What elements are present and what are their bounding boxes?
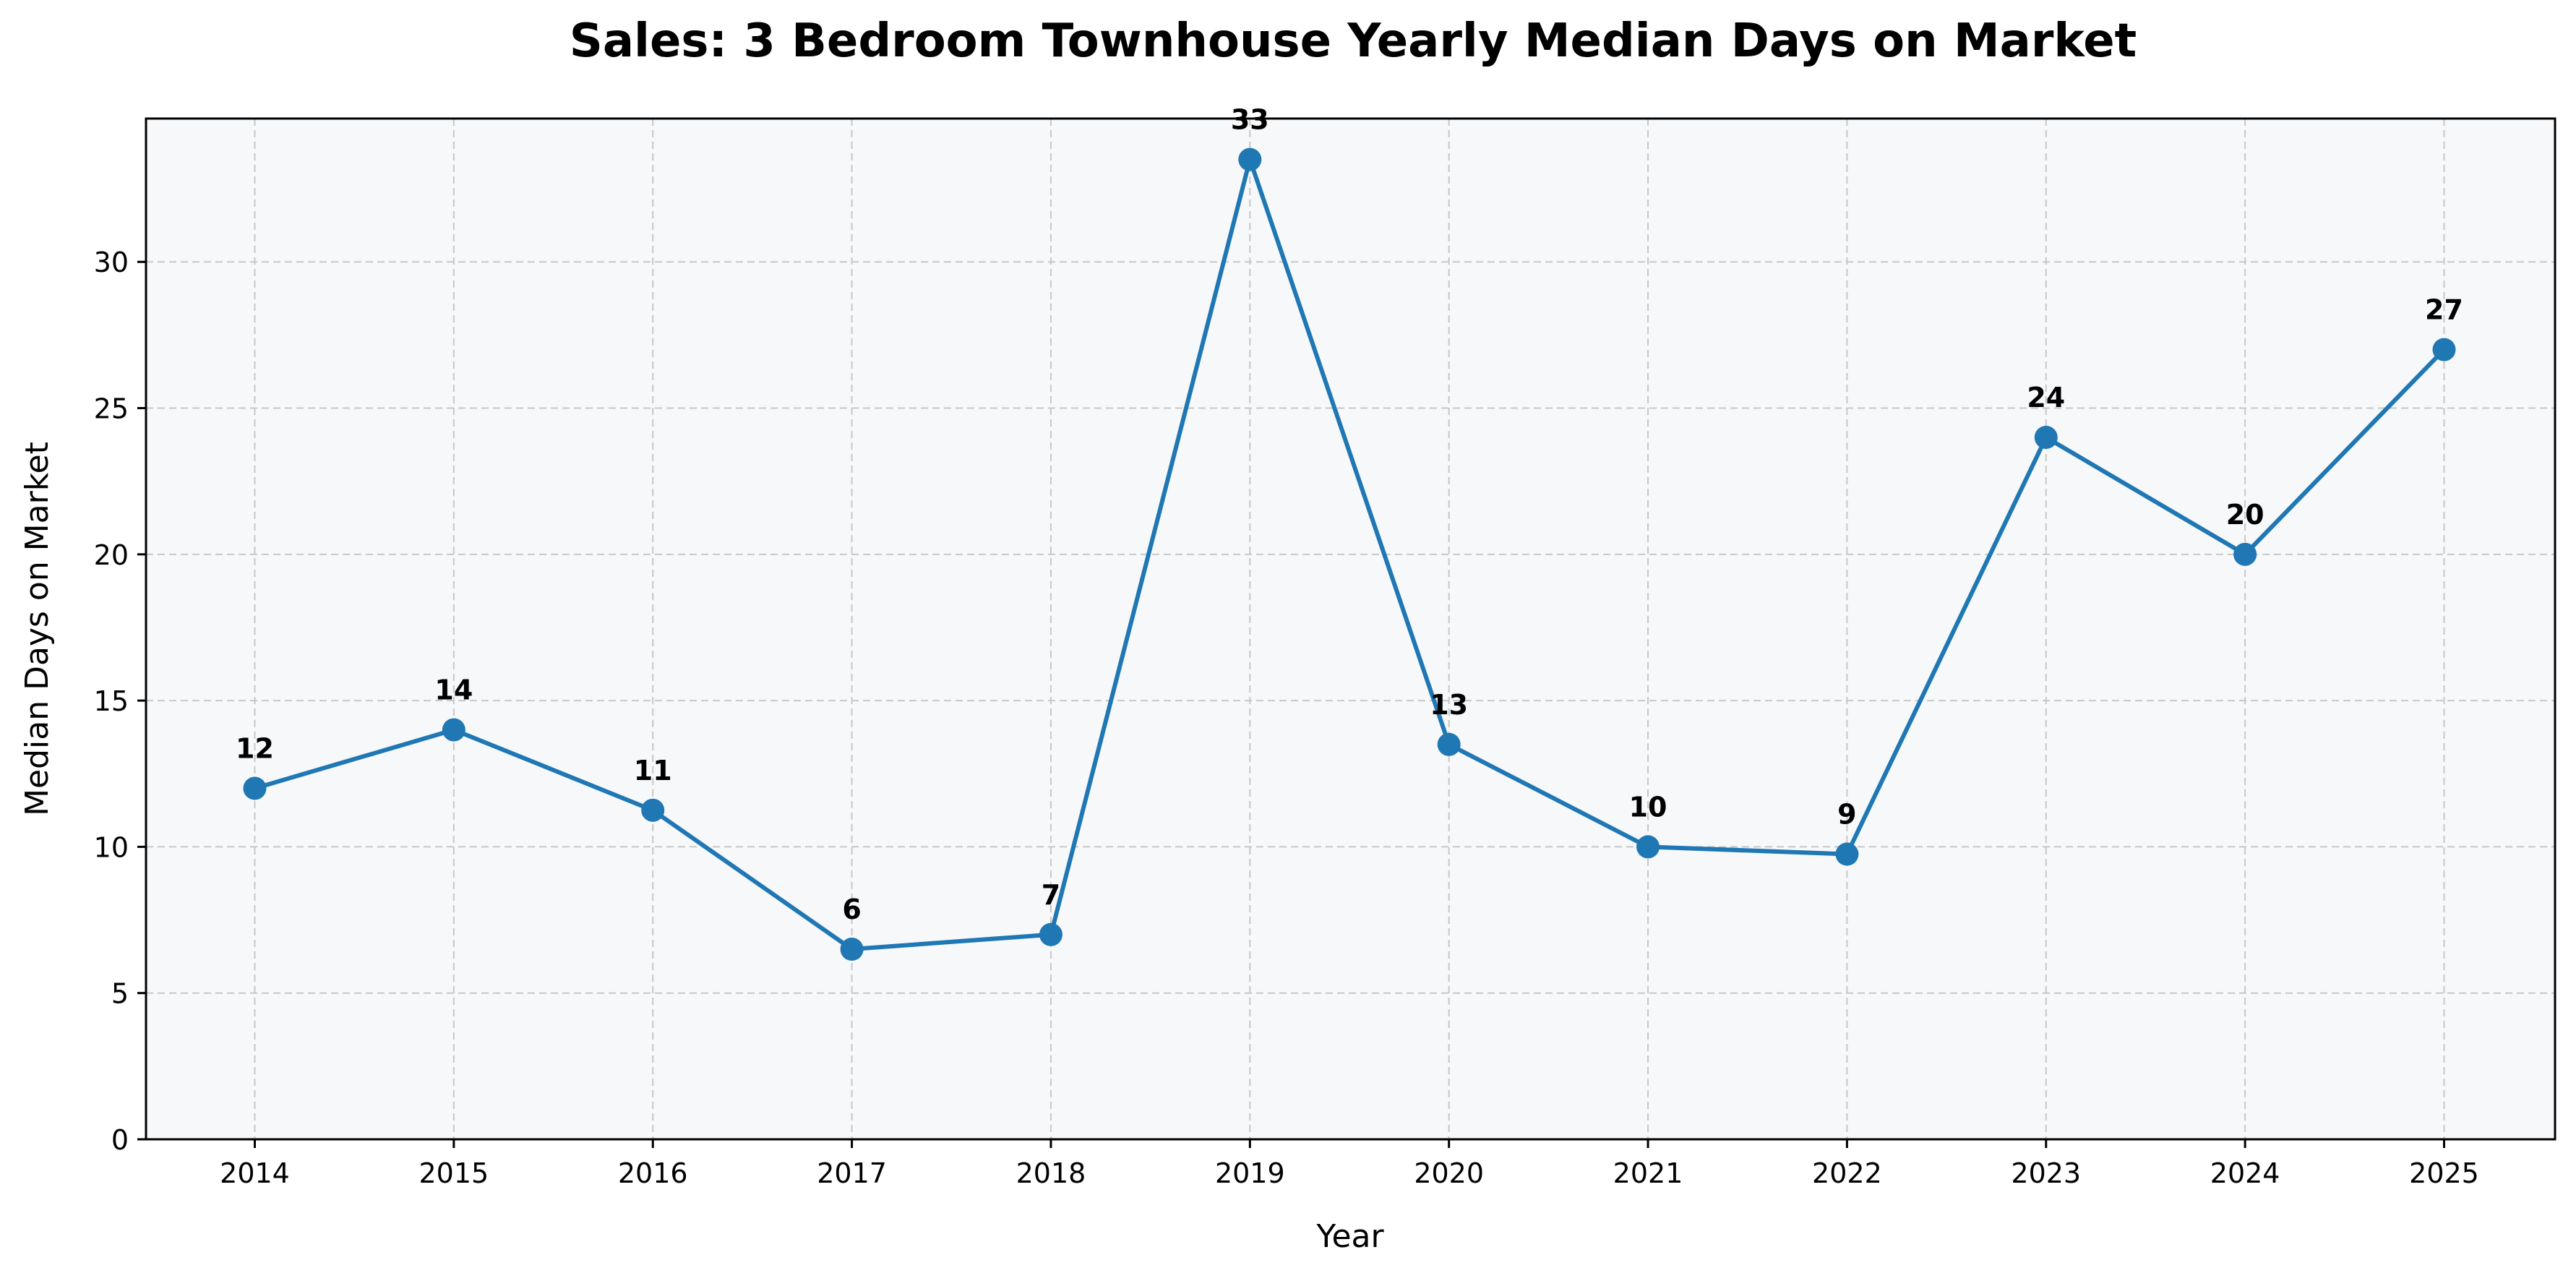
y-tick-label: 25 — [94, 393, 129, 425]
data-point — [243, 776, 267, 800]
data-label: 9 — [1837, 799, 1856, 831]
data-label: 13 — [1430, 689, 1468, 721]
x-axis-label: Year — [1315, 1218, 1384, 1255]
x-tick-label: 2023 — [2011, 1157, 2081, 1189]
data-label: 10 — [1629, 791, 1667, 823]
series-line — [254, 157, 2446, 951]
x-tick-label: 2021 — [1613, 1157, 1683, 1189]
x-tick-label: 2020 — [1414, 1157, 1484, 1189]
data-point — [840, 938, 864, 961]
y-tick-label: 10 — [94, 831, 129, 863]
y-tick-label: 30 — [94, 247, 129, 278]
series-layer: 12 14 11 6 7 33 13 10 9 24 20 27 — [236, 104, 2463, 961]
y-axis-label: Median Days on Market — [19, 442, 56, 816]
x-tick-label: 2019 — [1215, 1157, 1285, 1189]
data-label: 14 — [434, 674, 473, 706]
data-label: 33 — [1231, 104, 1269, 136]
data-point — [2233, 542, 2257, 566]
data-point — [1238, 147, 1262, 171]
x-tick-label: 2014 — [220, 1157, 290, 1189]
data-point — [442, 718, 465, 742]
plot-area — [146, 119, 2555, 1139]
data-label: 7 — [1042, 879, 1060, 911]
data-label: 24 — [2027, 382, 2065, 414]
data-point — [1636, 835, 1660, 859]
x-tick-label: 2024 — [2210, 1157, 2280, 1189]
data-point — [1039, 922, 1062, 946]
data-point — [1437, 732, 1461, 756]
data-label: 20 — [2226, 499, 2264, 531]
data-label: 27 — [2425, 294, 2463, 326]
plot-frame — [145, 117, 2556, 1141]
data-point — [641, 798, 665, 822]
y-tick-label: 0 — [111, 1124, 129, 1156]
data-point — [2034, 425, 2058, 449]
data-label: 11 — [634, 755, 672, 787]
x-tick-label: 2025 — [2409, 1157, 2479, 1189]
y-tick-label: 15 — [94, 685, 129, 717]
chart-title: Sales: 3 Bedroom Townhouse Yearly Median… — [570, 14, 2137, 68]
y-tick-label: 5 — [111, 978, 129, 1010]
grid-layer — [146, 119, 2555, 1139]
data-point — [2432, 338, 2456, 361]
x-tick-label: 2018 — [1016, 1157, 1086, 1189]
data-label: 6 — [842, 894, 861, 925]
x-tick-label: 2017 — [817, 1157, 887, 1189]
y-tick-label: 20 — [94, 539, 129, 571]
x-tick-label: 2022 — [1812, 1157, 1882, 1189]
axis-layer: 2014 2015 2016 2017 2018 2019 2020 2021 2022 2023… — [94, 247, 2479, 1189]
x-tick-label: 2016 — [618, 1157, 688, 1189]
data-label: 12 — [236, 732, 274, 764]
x-tick-label: 2015 — [419, 1157, 489, 1189]
data-point — [1835, 842, 1859, 866]
